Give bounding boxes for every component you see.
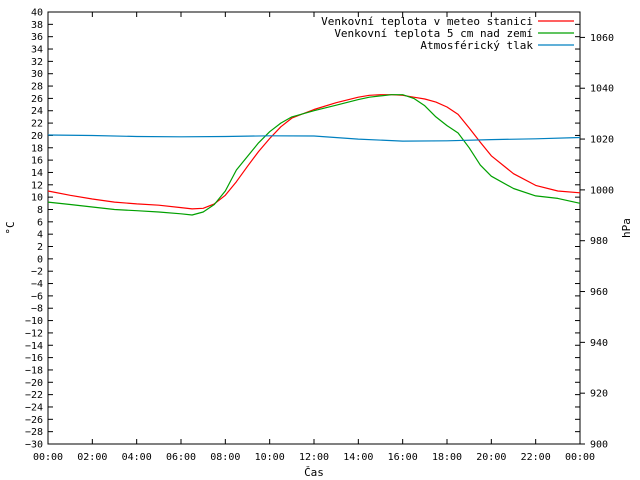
x-tick-label: 12:00 xyxy=(299,452,329,463)
y-axis-label: °C xyxy=(4,221,17,234)
series-line-2 xyxy=(47,94,581,216)
y-tick-label: −20 xyxy=(25,378,43,389)
x-tick-label: 16:00 xyxy=(388,452,418,463)
plot-frame xyxy=(47,11,581,445)
legend-label: Venkovní teplota 5 cm nad zemí xyxy=(334,27,533,40)
x-tick-label: 14:00 xyxy=(343,452,373,463)
y-tick-label: −10 xyxy=(25,316,43,327)
y-tick-label: 34 xyxy=(31,45,43,56)
y2-tick-label: 900 xyxy=(590,440,608,451)
y-tick-label: −4 xyxy=(31,279,43,290)
y2-tick-label: 940 xyxy=(590,338,608,349)
x-axis-label: Čas xyxy=(304,466,324,479)
y-tick-label: −8 xyxy=(31,304,43,315)
bottom-axis: 00:00 02:00 04:00 06:00 08:00 10:00 12:00 14:00… xyxy=(33,12,595,463)
y-tick-label: 10 xyxy=(31,193,43,204)
series-line-1 xyxy=(47,94,581,210)
series-lines xyxy=(47,94,581,216)
y-tick-label: −24 xyxy=(25,402,43,413)
y2-tick-label: 960 xyxy=(590,287,608,298)
y-tick-label: 2 xyxy=(37,242,43,253)
x-tick-label: 20:00 xyxy=(476,452,506,463)
y-tick-label: −14 xyxy=(25,341,43,352)
y2-tick-label: 1020 xyxy=(590,135,614,146)
y-tick-label: −6 xyxy=(31,291,43,302)
y-tick-label: 12 xyxy=(31,180,43,191)
series-line-3 xyxy=(47,134,581,142)
x-tick-label: 04:00 xyxy=(122,452,152,463)
y-tick-label: 18 xyxy=(31,143,43,154)
y-tick-label: −22 xyxy=(25,390,43,401)
y-tick-label: 22 xyxy=(31,119,43,130)
y-tick-label: 28 xyxy=(31,82,43,93)
x-tick-label: 08:00 xyxy=(210,452,240,463)
y-tick-label: 40 xyxy=(31,8,43,19)
x-tick-label: 06:00 xyxy=(166,452,196,463)
y-tick-label: 38 xyxy=(31,20,43,31)
y-tick-label: 14 xyxy=(31,168,43,179)
y-tick-label: 16 xyxy=(31,156,43,167)
x-tick-label: 02:00 xyxy=(77,452,107,463)
x-tick-label: 10:00 xyxy=(255,452,285,463)
x-tick-label: 22:00 xyxy=(521,452,551,463)
y-tick-label: 0 xyxy=(37,254,43,265)
y-tick-label: −16 xyxy=(25,353,43,364)
legend-label: Atmosférický tlak xyxy=(420,39,533,52)
y-tick-label: 20 xyxy=(31,131,43,142)
y-tick-label: −28 xyxy=(25,427,43,438)
x-tick-label: 00:00 xyxy=(565,452,595,463)
y2-tick-label: 1040 xyxy=(590,84,614,95)
right-axis: 1060 1040 1020 1000 980 960 940 920 900 xyxy=(580,33,614,451)
left-axis: 4038363432302826242220181614121086420−2−… xyxy=(25,8,580,451)
y-tick-label: 24 xyxy=(31,106,43,117)
y2-tick-label: 980 xyxy=(590,236,608,247)
y2-tick-label: 1000 xyxy=(590,185,614,196)
y-tick-label: −26 xyxy=(25,415,43,426)
y-tick-label: 32 xyxy=(31,57,43,68)
y2-tick-label: 920 xyxy=(590,389,608,400)
y2-axis-label: hPa xyxy=(620,218,633,238)
y-tick-label: 4 xyxy=(37,230,43,241)
y2-tick-label: 1060 xyxy=(590,33,614,44)
x-tick-label: 00:00 xyxy=(33,452,63,463)
y-tick-label: −18 xyxy=(25,365,43,376)
y-tick-label: 26 xyxy=(31,94,43,105)
y-tick-label: −12 xyxy=(25,328,43,339)
y-tick-label: 6 xyxy=(37,217,43,228)
y-tick-label: 36 xyxy=(31,32,43,43)
y-tick-label: 8 xyxy=(37,205,43,216)
y-tick-label: 30 xyxy=(31,69,43,80)
y-tick-label: −30 xyxy=(25,440,43,451)
y-tick-label: −2 xyxy=(31,267,43,278)
legend: Venkovní teplota v meteo staniciVenkovní… xyxy=(321,15,574,52)
x-tick-label: 18:00 xyxy=(432,452,462,463)
legend-label: Venkovní teplota v meteo stanici xyxy=(321,15,533,28)
